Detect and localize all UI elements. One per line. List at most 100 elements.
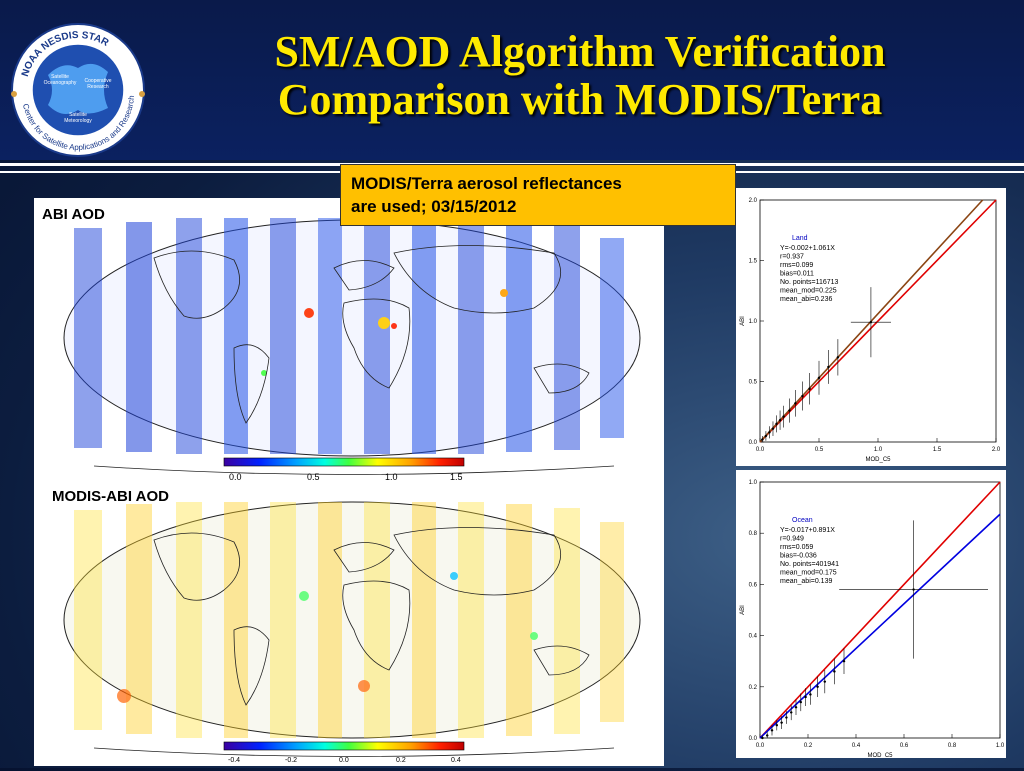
- colorbar-tick: 0.0: [229, 472, 242, 482]
- data-point: [785, 716, 788, 719]
- stats-line: Y=-0.002+1.061X: [780, 245, 835, 252]
- data-point: [799, 700, 802, 704]
- data-point: [817, 376, 821, 380]
- svg-text:Meteorology: Meteorology: [64, 118, 92, 124]
- data-point: [912, 588, 915, 591]
- x-tick-label: 1.0: [996, 743, 1005, 749]
- data-point: [809, 693, 812, 696]
- x-tick-label: 0.8: [948, 743, 957, 749]
- data-point: [842, 660, 846, 663]
- stats-line: mean_mod=0.175: [780, 570, 837, 577]
- info-callout: MODIS/Terra aerosol reflectances are use…: [340, 164, 736, 226]
- stats-line: rms=0.099: [780, 262, 813, 269]
- y-tick-label: 0.6: [749, 582, 758, 588]
- x-tick-label: 0.4: [852, 743, 861, 749]
- data-point: [761, 736, 764, 740]
- data-point: [869, 321, 873, 324]
- stats-line: No. points=116713: [780, 279, 839, 286]
- svg-text:Oceanography: Oceanography: [44, 80, 77, 86]
- callout-line-2: are used; 03/15/2012: [351, 197, 517, 216]
- y-tick-label: 0.8: [749, 531, 758, 537]
- data-point: [778, 419, 782, 422]
- y-tick-label: 0.5: [749, 380, 758, 386]
- y-tick-label: 0.0: [749, 736, 758, 742]
- regression-line: [759, 513, 1001, 739]
- x-tick-label: 1.5: [933, 447, 942, 453]
- data-point: [775, 724, 778, 727]
- stats-panel-name: Ocean: [792, 517, 813, 524]
- y-tick-label: 1.0: [749, 319, 758, 325]
- colorbar-tick: 0.2: [396, 757, 406, 764]
- data-point: [788, 409, 791, 412]
- stats-line: mean_abi=0.139: [780, 578, 832, 585]
- svg-text:Research: Research: [87, 84, 109, 90]
- x-tick-label: 1.0: [874, 447, 883, 453]
- ocean-scatter-plot: 0.0 0.2 0.4 0.6 0.8 1.0 0.0 0.2 0.4 0.6 0.8 1.0 MOD_…: [740, 480, 1005, 759]
- y-tick-label: 0.0: [749, 440, 758, 446]
- modis-abi-aod-label: MODIS-ABI AOD: [52, 488, 169, 505]
- colorbar-gradient: [223, 457, 465, 467]
- header-band: [0, 0, 1024, 160]
- colorbar-tick: 0.4: [451, 757, 461, 764]
- stats-line: bias=-0.036: [780, 553, 817, 560]
- noaa-nesdis-star-logo: NOAA NESDIS STAR Center for Satellite Ap…: [11, 23, 145, 157]
- colorbar-tick: -0.4: [228, 757, 240, 764]
- title-line-2: Comparison with MODIS/Terra: [277, 75, 883, 124]
- data-point: [790, 711, 793, 714]
- stats-line: No. points=401941: [780, 561, 839, 568]
- slide-title: SM/AOD Algorithm Verification Comparison…: [150, 28, 1010, 124]
- one-to-one-line: [759, 481, 1001, 739]
- x-axis-label: MOD_C5: [867, 753, 893, 758]
- data-point: [833, 670, 836, 673]
- x-tick-label: 0.2: [804, 743, 813, 749]
- ocean-scatter-panel: 0.0 0.2 0.4 0.6 0.8 1.0 0.0 0.2 0.4 0.6 0.8 1.0 MOD_…: [736, 470, 1006, 759]
- svg-text:Cooperative: Cooperative: [85, 78, 112, 84]
- colorbar-gradient: [223, 741, 465, 751]
- data-point: [804, 695, 807, 699]
- data-point: [794, 402, 797, 405]
- x-tick-label: 0.0: [756, 743, 765, 749]
- data-point: [766, 734, 769, 737]
- y-tick-label: 2.0: [749, 198, 758, 204]
- y-tick-label: 1.0: [749, 480, 758, 486]
- one-to-one-line: [759, 199, 997, 443]
- data-point: [823, 680, 826, 683]
- plot-frame: [759, 481, 1001, 739]
- abi-aod-map: [63, 218, 641, 475]
- stats-line: bias=0.011: [780, 271, 814, 278]
- x-tick-label: 0.0: [756, 447, 765, 453]
- x-tick-label: 0.6: [900, 743, 909, 749]
- data-point: [794, 706, 798, 709]
- stats-line: r=0.937: [780, 254, 804, 261]
- title-line-1: SM/AOD Algorithm Verification: [274, 27, 886, 76]
- abi-aod-map-panel: 0.0 0.5 1.0 1.5: [34, 198, 664, 486]
- land-scatter-panel: 0.0 0.5 1.0 1.5 2.0 0.0 0.5 1.0 1.5 2.0 MOD_C5 ABI L…: [736, 188, 1006, 466]
- data-point: [836, 356, 840, 359]
- data-point: [771, 427, 775, 430]
- regression-line: [759, 199, 984, 443]
- data-point: [780, 721, 783, 724]
- data-point: [827, 365, 830, 369]
- colorbar-tick: 0.0: [339, 757, 349, 764]
- data-point: [782, 415, 785, 418]
- data-point: [770, 729, 774, 732]
- svg-text:Satellite: Satellite: [69, 112, 87, 118]
- data-point: [775, 422, 778, 426]
- colorbar-tick: 1.5: [450, 472, 463, 482]
- abi-aod-colorbar: 0.0 0.5 1.0 1.5: [223, 457, 465, 482]
- y-tick-label: 0.2: [749, 685, 758, 691]
- stats-panel-name: Land: [792, 235, 808, 242]
- data-point: [816, 685, 819, 688]
- data-point: [764, 434, 768, 438]
- stats-line: Y=-0.017+0.891X: [780, 527, 835, 534]
- x-tick-label: 2.0: [992, 447, 1001, 453]
- land-scatter-plot: 0.0 0.5 1.0 1.5 2.0 0.0 0.5 1.0 1.5 2.0 MOD_C5 ABI L…: [740, 198, 1001, 463]
- y-axis-label: ABI: [740, 316, 746, 326]
- modis-abi-aod-map: [63, 501, 641, 757]
- x-tick-label: 0.5: [815, 447, 824, 453]
- x-axis-label: MOD_C5: [865, 457, 891, 463]
- data-point: [768, 431, 771, 434]
- modis-abi-aod-map-panel: -0.4 -0.2 0.0 0.2 0.4: [34, 486, 664, 766]
- y-axis-label: ABI: [740, 605, 746, 615]
- y-tick-label: 0.4: [749, 634, 758, 640]
